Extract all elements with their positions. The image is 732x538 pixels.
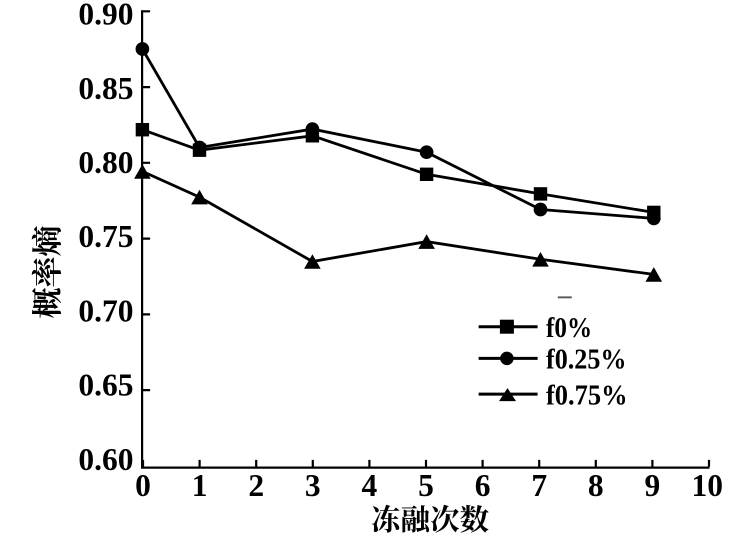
svg-text:9: 9 [645,468,661,503]
svg-text:2: 2 [248,468,264,503]
svg-text:3: 3 [305,468,321,503]
svg-text:0.70: 0.70 [78,293,133,328]
svg-text:f0.75%: f0.75% [546,379,628,411]
svg-text:0: 0 [135,468,151,503]
svg-text:f0%: f0% [546,312,592,344]
svg-text:0.85: 0.85 [78,71,133,106]
svg-text:4: 4 [362,468,378,503]
svg-text:0.60: 0.60 [78,442,133,477]
svg-text:0.65: 0.65 [78,368,133,403]
svg-text:0.90: 0.90 [78,0,133,32]
svg-text:f0.25%: f0.25% [546,344,627,376]
svg-text:0.80: 0.80 [78,145,133,180]
svg-text:0.75: 0.75 [78,219,133,254]
svg-text:1: 1 [192,468,208,503]
svg-text:7: 7 [531,468,547,503]
svg-text:6: 6 [475,468,491,503]
svg-text:8: 8 [588,468,604,503]
svg-text:10: 10 [691,468,723,503]
svg-text:5: 5 [418,468,434,503]
